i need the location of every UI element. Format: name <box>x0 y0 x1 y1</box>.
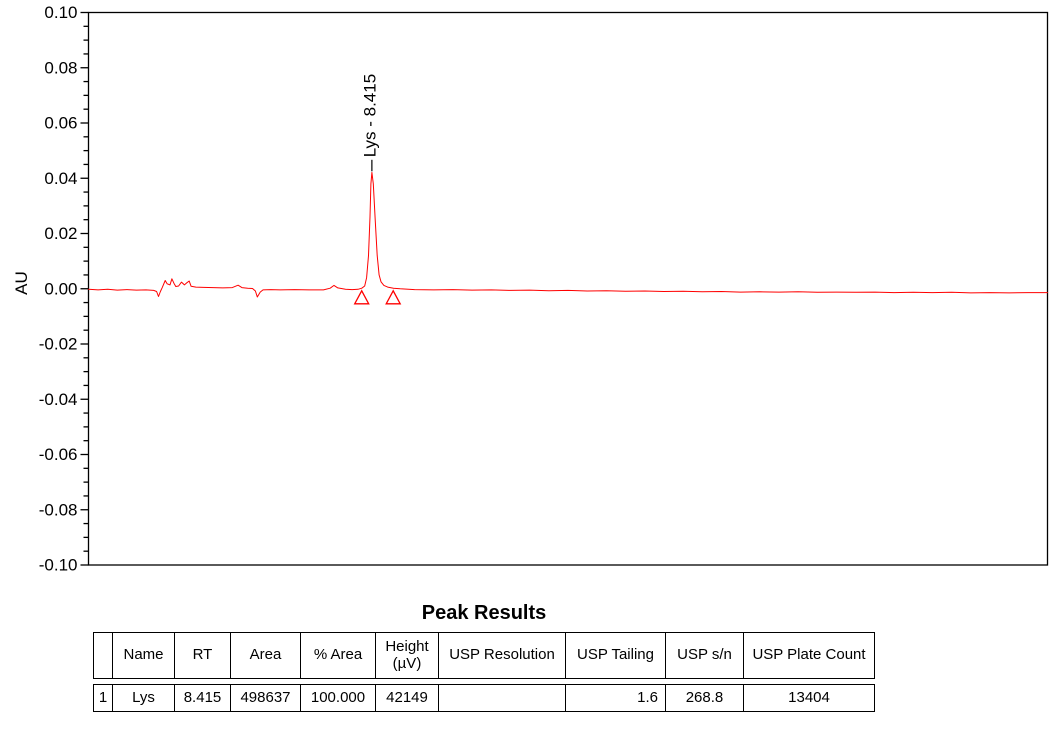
cell-name: Lys <box>113 685 175 711</box>
y-axis-tick-label: -0.10 <box>39 556 78 575</box>
col-header-area: Area <box>231 633 301 678</box>
peak-results-table: Name RT Area % Area Height (µV) USP Reso… <box>93 632 875 712</box>
y-axis-tick-label: 0.04 <box>44 169 77 188</box>
col-header-name: Name <box>113 633 175 678</box>
col-header-pct-area: % Area <box>301 633 376 678</box>
cell-usp-tailing: 1.6 <box>566 685 666 711</box>
col-header-usp-plate-count: USP Plate Count <box>752 646 866 664</box>
peak-label: Lys - 8.415 <box>360 74 379 157</box>
col-header-height-uv: Height (µV) <box>376 633 439 678</box>
cell-height-uv: 42149 <box>376 685 439 711</box>
peak-start-marker-icon <box>353 289 370 305</box>
y-axis-title: AU <box>12 271 31 295</box>
y-axis-tick-label: -0.02 <box>39 335 78 354</box>
col-header-usp-resolution: USP Resolution <box>439 633 566 678</box>
cell-usp-resolution <box>439 685 566 711</box>
y-axis-tick-label: -0.08 <box>39 500 78 519</box>
y-axis-tick-label: 0.10 <box>44 3 77 22</box>
table-row: 1 Lys 8.415 498637 100.000 42149 1.6 268… <box>93 684 875 712</box>
col-header-usp-sn: USP s/n <box>666 633 744 678</box>
cell-row-number: 1 <box>94 685 113 711</box>
cell-usp-sn: 268.8 <box>666 685 744 711</box>
y-axis-tick-label: -0.06 <box>39 445 78 464</box>
plot-frame <box>87 11 1049 566</box>
col-header-row-number <box>94 633 113 678</box>
cell-pct-area: 100.000 <box>301 685 376 711</box>
y-axis-tick-label: 0.06 <box>44 114 77 133</box>
cell-area: 498637 <box>231 685 301 711</box>
col-header-rt: RT <box>175 633 231 678</box>
cell-rt: 8.415 <box>175 685 231 711</box>
y-axis-tick-label: 0.02 <box>44 224 77 243</box>
col-header-usp-tailing: USP Tailing <box>566 633 666 678</box>
y-axis-tick-label: 0.08 <box>44 58 77 77</box>
table-header-row: Name RT Area % Area Height (µV) USP Reso… <box>93 632 875 679</box>
chromatogram-trace <box>88 171 1048 298</box>
peak-end-marker-icon <box>385 289 402 305</box>
cell-usp-plate-count: 13404 <box>788 688 830 706</box>
chromatogram-svg: 0.10 0.08 0.06 0.04 0.02 0.00 -0.02 -0.04 -0.06 -… <box>12 3 1049 575</box>
y-axis-tick-label: 0.00 <box>44 279 77 298</box>
peak-results-title: Peak Results <box>421 602 547 624</box>
y-axis-tick-label: -0.04 <box>39 390 78 409</box>
